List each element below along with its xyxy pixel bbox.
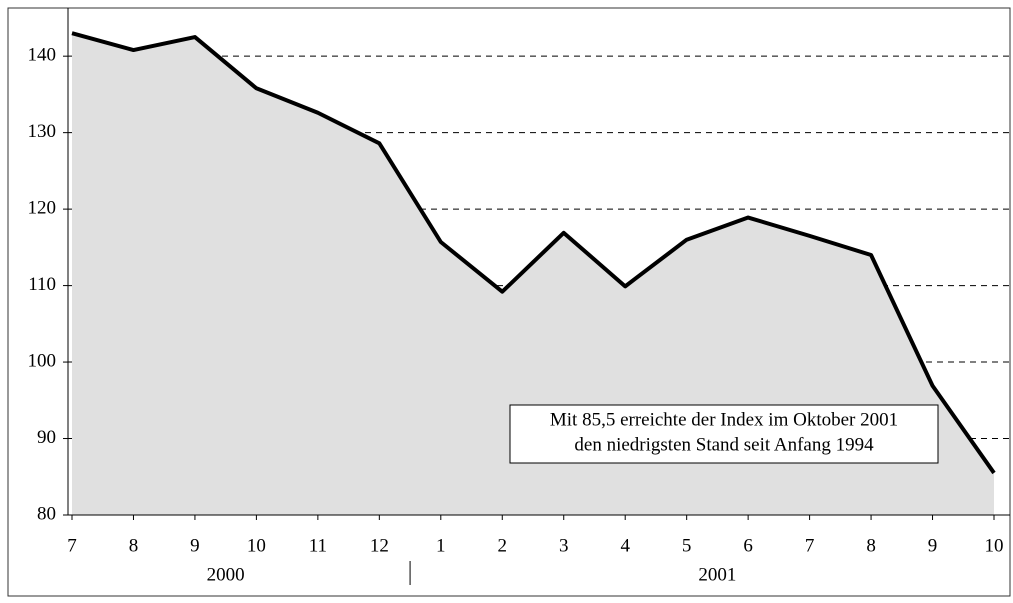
area [72, 33, 994, 516]
x-tick-label: 1 [436, 535, 446, 556]
x-tick-label: 9 [928, 535, 938, 556]
x-tick-label: 7 [805, 535, 815, 556]
x-tick-label: 2 [498, 535, 508, 556]
annotation-box [509, 404, 939, 464]
x-tick-label: 12 [370, 535, 389, 556]
annotation: Mit 85,5 erreichte der Index im Oktober … [550, 409, 898, 430]
x-tick-label: 6 [743, 535, 753, 556]
x-tick-label: 4 [620, 535, 630, 556]
y-tick-label: 140 [28, 45, 57, 66]
x-tick-label: 8 [866, 535, 876, 556]
x-tick-label: 8 [129, 535, 139, 556]
y-tick-label: 120 [28, 197, 57, 218]
y-tick-label: 100 [28, 350, 57, 371]
x-tick-label: 10 [247, 535, 266, 556]
year-label: 2001 [698, 564, 736, 585]
y-tick-label: 80 [37, 503, 56, 524]
x-tick-label: 3 [559, 535, 569, 556]
x-tick-label: 9 [190, 535, 200, 556]
y-tick-label: 130 [28, 121, 57, 142]
year-label: 2000 [207, 564, 245, 585]
x-tick-label: 11 [309, 535, 327, 556]
line [71, 31, 996, 475]
y-tick-label: 90 [37, 427, 56, 448]
x-tick-label: 7 [67, 535, 77, 556]
annotation: den niedrigsten Stand seit Anfang 1994 [574, 434, 874, 455]
x-tick-label: 10 [985, 535, 1004, 556]
y-tick-label: 110 [28, 274, 56, 295]
x-tick-label: 5 [682, 535, 692, 556]
